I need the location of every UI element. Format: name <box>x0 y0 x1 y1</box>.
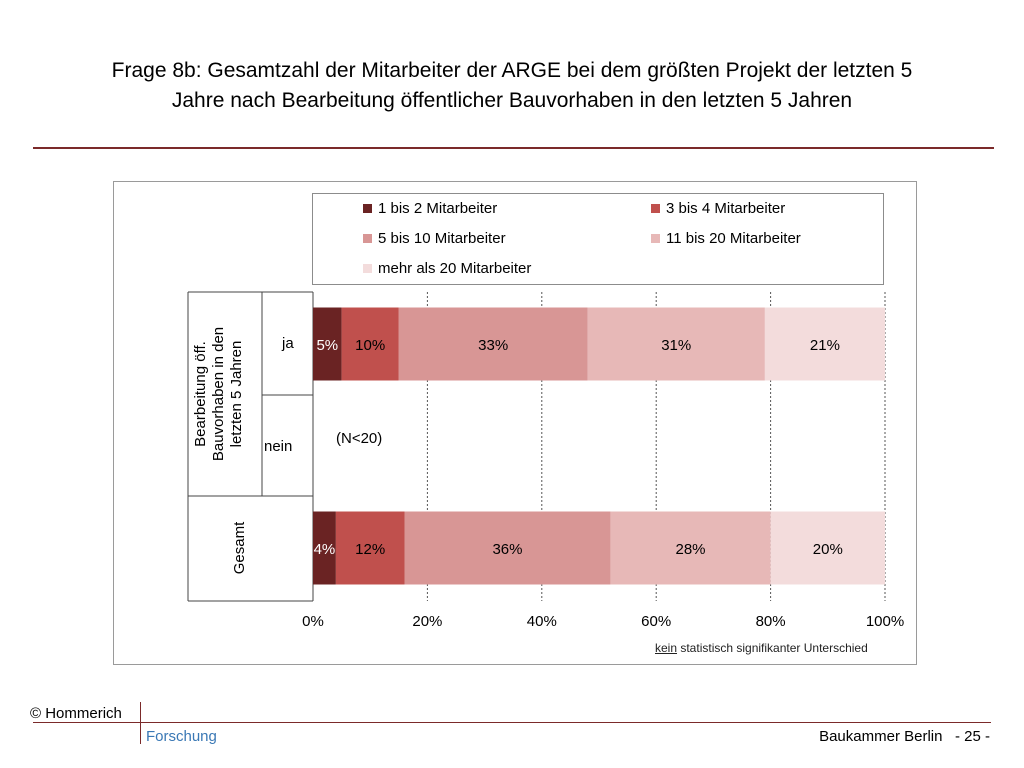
category-label-nein: nein <box>264 438 293 455</box>
legend-label-5-10: 5 bis 10 Mitarbeiter <box>378 230 506 247</box>
legend-swatch-20-plus <box>363 264 372 273</box>
significance-note: kein statistisch signifikanter Unterschi… <box>655 641 868 655</box>
footer-divider <box>33 722 991 723</box>
footer-forschung: Forschung <box>146 728 217 745</box>
legend-item-5-10: 5 bis 10 Mitarbeiter <box>363 230 506 247</box>
legend-item-1-2: 1 bis 2 Mitarbeiter <box>363 200 497 217</box>
chart-legend: 1 bis 2 Mitarbeiter 3 bis 4 Mitarbeiter … <box>312 193 884 285</box>
group-label-line-3: letzten 5 Jahren <box>228 340 245 448</box>
footer-org: Baukammer Berlin <box>819 728 943 745</box>
group-axis-label: Bearbeitung öff. Bauvorhaben in den letz… <box>192 327 246 461</box>
footer-vertical-divider <box>140 702 141 744</box>
legend-swatch-3-4 <box>651 204 660 213</box>
note-rest: statistisch signifikanter Unterschied <box>677 641 868 655</box>
page-title: Frage 8b: Gesamtzahl der Mitarbeiter der… <box>0 56 1024 116</box>
legend-label-1-2: 1 bis 2 Mitarbeiter <box>378 200 498 217</box>
title-line-1: Frage 8b: Gesamtzahl der Mitarbeiter der… <box>111 59 913 82</box>
legend-item-3-4: 3 bis 4 Mitarbeiter <box>651 200 785 217</box>
group-label-line-2: Bauvorhaben in den <box>210 326 227 462</box>
footer-org-page: Baukammer Berlin - 25 - <box>819 728 990 745</box>
category-label-ja: ja <box>282 335 294 352</box>
legend-item-11-20: 11 bis 20 Mitarbeiter <box>651 230 801 247</box>
legend-swatch-1-2 <box>363 204 372 213</box>
legend-swatch-5-10 <box>363 234 372 243</box>
group-label-line-1: Bearbeitung öff. <box>192 341 209 447</box>
legend-label-3-4: 3 bis 4 Mitarbeiter <box>666 200 786 217</box>
note-underlined: kein <box>655 641 678 655</box>
footer-page-number: - 25 - <box>954 728 990 745</box>
legend-item-20-plus: mehr als 20 Mitarbeiter <box>363 260 531 277</box>
footer-copyright: © Hommerich <box>30 705 122 722</box>
legend-label-11-20: 11 bis 20 Mitarbeiter <box>666 230 801 247</box>
legend-label-20-plus: mehr als 20 Mitarbeiter <box>378 260 532 277</box>
legend-swatch-11-20 <box>651 234 660 243</box>
title-divider <box>33 147 994 149</box>
total-axis-label: Gesamt <box>231 521 248 575</box>
title-line-2: Jahre nach Bearbeitung öffentlicher Bauv… <box>171 89 853 112</box>
